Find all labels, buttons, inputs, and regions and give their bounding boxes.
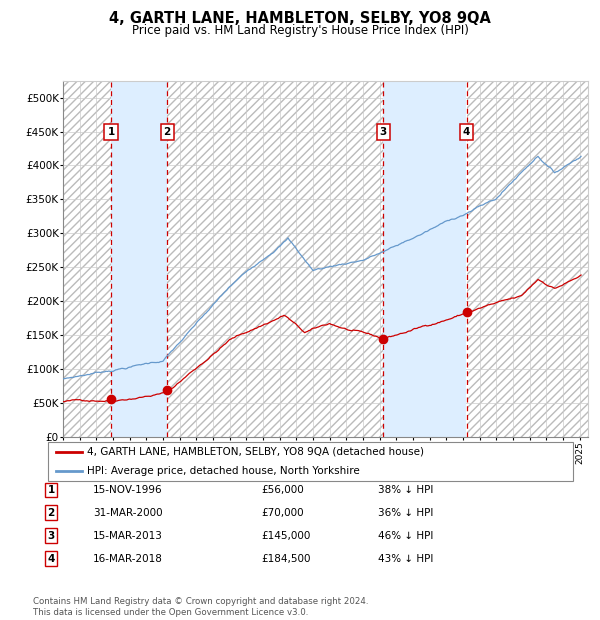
Bar — [467, 81, 588, 437]
Text: 1: 1 — [107, 127, 115, 137]
Text: 15-NOV-1996: 15-NOV-1996 — [93, 485, 163, 495]
Text: £56,000: £56,000 — [261, 485, 304, 495]
Bar — [167, 81, 383, 437]
Text: 36% ↓ HPI: 36% ↓ HPI — [378, 508, 433, 518]
Text: 31-MAR-2000: 31-MAR-2000 — [93, 508, 163, 518]
Text: £184,500: £184,500 — [261, 554, 311, 564]
Bar — [383, 81, 466, 437]
Text: 16-MAR-2018: 16-MAR-2018 — [93, 554, 163, 564]
Text: 46% ↓ HPI: 46% ↓ HPI — [378, 531, 433, 541]
Text: 2: 2 — [164, 127, 171, 137]
Text: 4, GARTH LANE, HAMBLETON, SELBY, YO8 9QA (detached house): 4, GARTH LANE, HAMBLETON, SELBY, YO8 9QA… — [88, 446, 424, 457]
Text: 4: 4 — [47, 554, 55, 564]
Text: 38% ↓ HPI: 38% ↓ HPI — [378, 485, 433, 495]
Bar — [63, 81, 111, 437]
Bar — [111, 81, 167, 437]
Text: 15-MAR-2013: 15-MAR-2013 — [93, 531, 163, 541]
Text: 4: 4 — [463, 127, 470, 137]
Bar — [63, 81, 111, 437]
Text: £70,000: £70,000 — [261, 508, 304, 518]
Text: 1: 1 — [47, 485, 55, 495]
Text: 3: 3 — [47, 531, 55, 541]
Bar — [467, 81, 588, 437]
Text: £145,000: £145,000 — [261, 531, 310, 541]
Text: HPI: Average price, detached house, North Yorkshire: HPI: Average price, detached house, Nort… — [88, 466, 360, 476]
Text: Price paid vs. HM Land Registry's House Price Index (HPI): Price paid vs. HM Land Registry's House … — [131, 24, 469, 37]
Text: 2: 2 — [47, 508, 55, 518]
Text: Contains HM Land Registry data © Crown copyright and database right 2024.
This d: Contains HM Land Registry data © Crown c… — [33, 598, 368, 617]
Text: 3: 3 — [380, 127, 387, 137]
Text: 43% ↓ HPI: 43% ↓ HPI — [378, 554, 433, 564]
Bar — [167, 81, 383, 437]
Text: 4, GARTH LANE, HAMBLETON, SELBY, YO8 9QA: 4, GARTH LANE, HAMBLETON, SELBY, YO8 9QA — [109, 11, 491, 26]
